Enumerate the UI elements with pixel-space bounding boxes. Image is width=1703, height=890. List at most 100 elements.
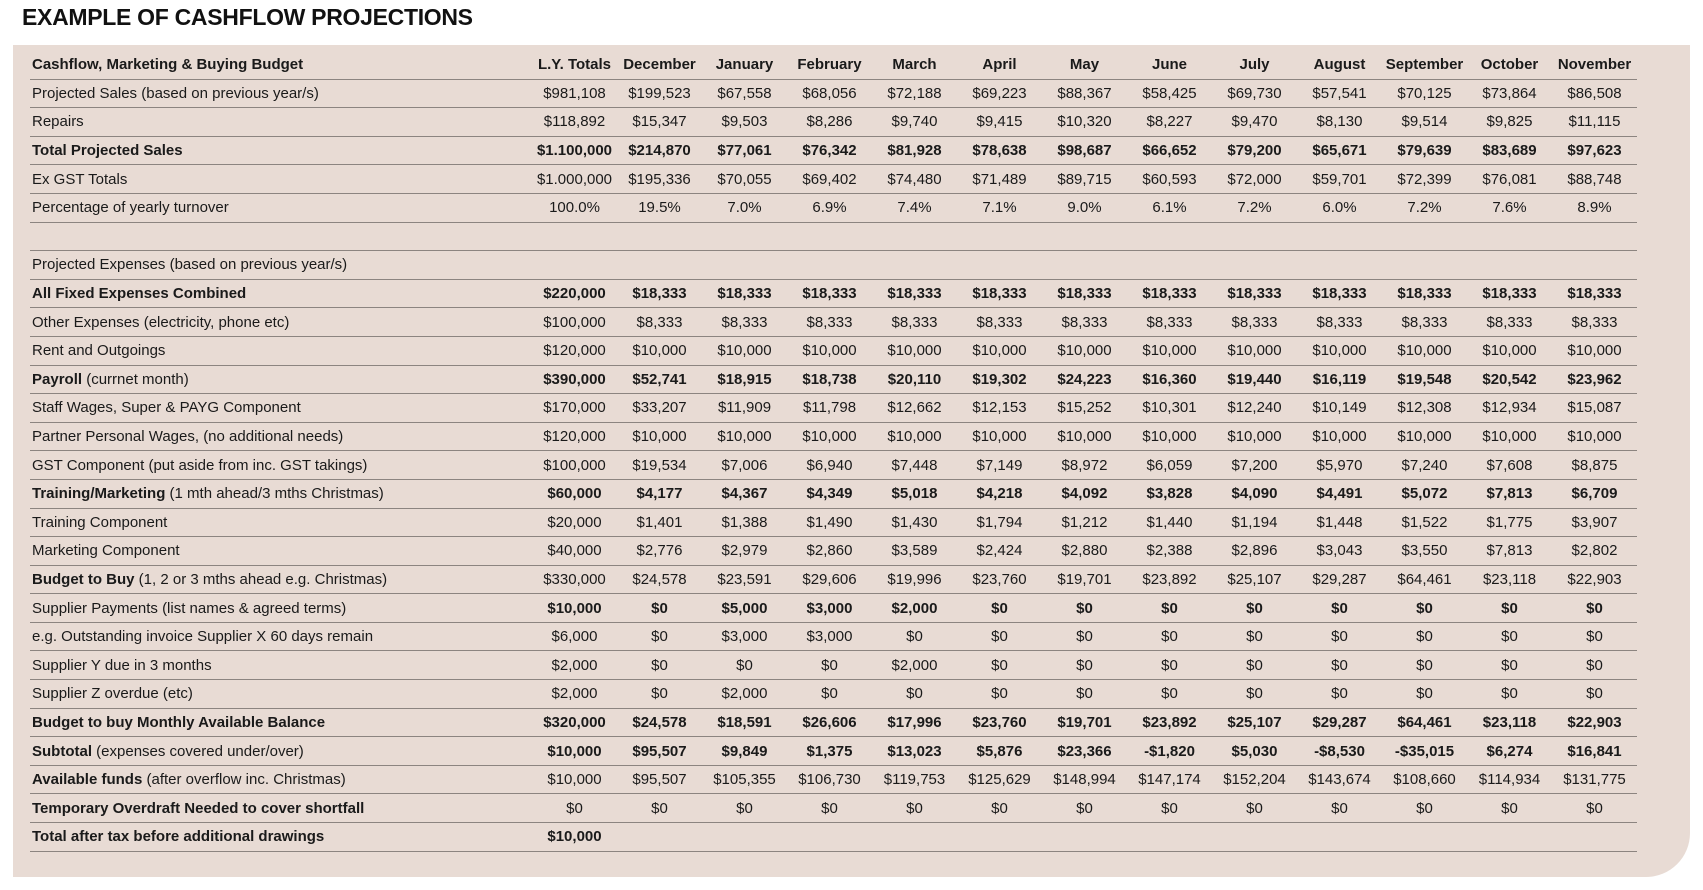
value-cell: $89,715 bbox=[1042, 164, 1127, 194]
value-cell: $199,523 bbox=[617, 79, 702, 109]
row-label-cell: Payroll (currnet month) bbox=[30, 365, 532, 395]
value-cell: $2,000 bbox=[532, 679, 617, 709]
row-label: Total after tax before additional drawin… bbox=[32, 828, 325, 846]
value-cell: $18,333 bbox=[957, 279, 1042, 309]
value-cell: $0 bbox=[1467, 622, 1552, 652]
value-cell: $3,000 bbox=[702, 622, 787, 652]
row-label: Payroll bbox=[32, 370, 83, 388]
column-header: April bbox=[957, 51, 1042, 80]
table-row: Supplier Y due in 3 months $2,000 $0 $0 $0 $2… bbox=[30, 650, 1637, 681]
empty-cell bbox=[1212, 822, 1297, 852]
value-cell: $9,514 bbox=[1382, 107, 1467, 137]
column-header: February bbox=[787, 51, 872, 80]
value-cell: $220,000 bbox=[532, 279, 617, 309]
table-row: Projected Sales (based on previous year/… bbox=[30, 79, 1637, 109]
value-cell: $1,440 bbox=[1127, 508, 1212, 538]
value-cell: $0 bbox=[1382, 593, 1467, 623]
row-label: Training/Marketing bbox=[32, 485, 166, 503]
value-cell: $10,000 bbox=[872, 422, 957, 452]
value-cell: $7,608 bbox=[1467, 450, 1552, 480]
value-cell: $0 bbox=[702, 793, 787, 824]
value-cell: $390,000 bbox=[532, 365, 617, 395]
value-cell: $0 bbox=[1467, 679, 1552, 709]
value-cell: $10,000 bbox=[1212, 336, 1297, 366]
value-cell: $2,802 bbox=[1552, 536, 1637, 566]
column-header: October bbox=[1467, 51, 1552, 80]
value-cell: $77,061 bbox=[702, 136, 787, 166]
empty-cell bbox=[1297, 222, 1382, 252]
value-cell: $8,333 bbox=[1042, 307, 1127, 337]
value-cell: $69,730 bbox=[1212, 79, 1297, 109]
row-label: Training Component bbox=[32, 513, 168, 531]
value-cell: $86,508 bbox=[1552, 79, 1637, 109]
value-cell: 6.0% bbox=[1297, 193, 1382, 223]
value-cell: 100.0% bbox=[532, 193, 617, 223]
value-cell: $65,671 bbox=[1297, 136, 1382, 166]
value-cell: 19.5% bbox=[617, 193, 702, 223]
value-cell: $3,000 bbox=[787, 622, 872, 652]
value-cell: $95,507 bbox=[617, 736, 702, 766]
value-cell: $195,336 bbox=[617, 164, 702, 194]
value-cell: $2,979 bbox=[702, 536, 787, 566]
value-cell: $23,760 bbox=[957, 708, 1042, 738]
row-note: (currnet month) bbox=[86, 370, 189, 388]
value-cell: $33,207 bbox=[617, 393, 702, 423]
value-cell: $9,503 bbox=[702, 107, 787, 137]
value-cell: $147,174 bbox=[1127, 765, 1212, 795]
value-cell: $10,000 bbox=[957, 336, 1042, 366]
value-cell: $108,660 bbox=[1382, 765, 1467, 795]
empty-cell bbox=[1552, 822, 1637, 852]
value-cell: $10,000 bbox=[1382, 422, 1467, 452]
value-cell: $23,366 bbox=[1042, 736, 1127, 766]
value-cell: $0 bbox=[872, 793, 957, 824]
value-cell: $0 bbox=[1212, 593, 1297, 623]
value-cell: $12,934 bbox=[1467, 393, 1552, 423]
value-cell: $4,491 bbox=[1297, 479, 1382, 509]
table-panel: Cashflow, Marketing & Buying Budget L.Y. … bbox=[13, 45, 1690, 877]
value-cell: $15,252 bbox=[1042, 393, 1127, 423]
value-cell: $0 bbox=[787, 650, 872, 681]
value-cell: $88,748 bbox=[1552, 164, 1637, 194]
row-note: (1 mth ahead/3 mths Christmas) bbox=[169, 485, 384, 503]
value-cell: $10,000 bbox=[532, 765, 617, 795]
value-cell: $0 bbox=[1552, 793, 1637, 824]
value-cell: $18,333 bbox=[617, 279, 702, 309]
value-cell: $57,541 bbox=[1297, 79, 1382, 109]
value-cell: $10,000 bbox=[1552, 422, 1637, 452]
value-cell: $8,333 bbox=[957, 307, 1042, 337]
row-label-cell: e.g. Outstanding invoice Supplier X 60 d… bbox=[30, 622, 532, 652]
value-cell: $2,388 bbox=[1127, 536, 1212, 566]
value-cell: $10,149 bbox=[1297, 393, 1382, 423]
value-cell: $10,000 bbox=[617, 336, 702, 366]
value-cell: $214,870 bbox=[617, 136, 702, 166]
value-cell: $64,461 bbox=[1382, 708, 1467, 738]
row-note: (after overflow inc. Christmas) bbox=[146, 771, 346, 789]
table-row: Temporary Overdraft Needed to cover shor… bbox=[30, 793, 1637, 824]
value-cell: $24,223 bbox=[1042, 365, 1127, 395]
value-cell: $125,629 bbox=[957, 765, 1042, 795]
row-label-cell: Training Component bbox=[30, 508, 532, 538]
value-cell: $2,776 bbox=[617, 536, 702, 566]
value-cell: $2,424 bbox=[957, 536, 1042, 566]
row-label-cell: Projected Sales (based on previous year/… bbox=[30, 79, 532, 109]
header-label: Cashflow, Marketing & Buying Budget bbox=[30, 51, 532, 80]
row-note: (1, 2 or 3 mths ahead e.g. Christmas) bbox=[138, 570, 388, 588]
row-label: Marketing Component bbox=[32, 542, 180, 560]
empty-cell bbox=[702, 222, 787, 252]
row-label: Supplier Payments (list names & agreed t… bbox=[32, 599, 347, 617]
value-cell: $7,448 bbox=[872, 450, 957, 480]
value-cell: $4,367 bbox=[702, 479, 787, 509]
value-cell: $1,522 bbox=[1382, 508, 1467, 538]
value-cell: $0 bbox=[1127, 650, 1212, 681]
value-cell: $6,709 bbox=[1552, 479, 1637, 509]
value-cell: $10,000 bbox=[1467, 422, 1552, 452]
value-cell: $19,701 bbox=[1042, 708, 1127, 738]
value-cell: -$8,530 bbox=[1297, 736, 1382, 766]
value-cell: $4,092 bbox=[1042, 479, 1127, 509]
value-cell: $0 bbox=[957, 622, 1042, 652]
value-cell: $981,108 bbox=[532, 79, 617, 109]
table-row: Budget to Buy (1, 2 or 3 mths ahead e.g.… bbox=[30, 565, 1637, 595]
value-cell: $1,448 bbox=[1297, 508, 1382, 538]
value-cell: $18,333 bbox=[787, 279, 872, 309]
row-label: e.g. Outstanding invoice Supplier X 60 d… bbox=[32, 628, 374, 646]
